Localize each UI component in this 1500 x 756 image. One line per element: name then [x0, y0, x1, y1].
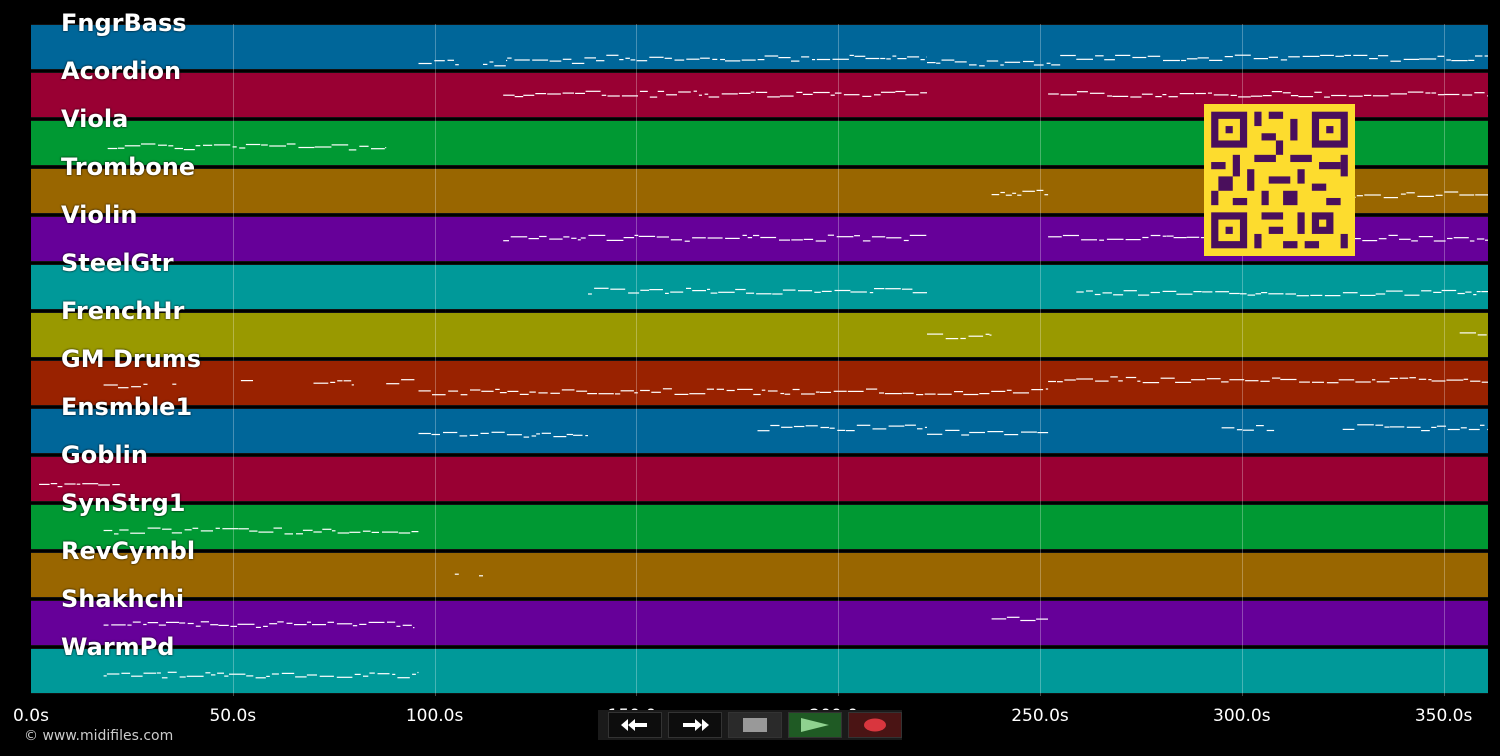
track-label: Goblin [61, 441, 148, 469]
track-lane[interactable] [31, 600, 1488, 646]
track-label: Violin [61, 201, 138, 229]
fast-forward-icon [683, 719, 709, 731]
grid-line [1443, 24, 1445, 696]
grid-line [232, 24, 234, 696]
track-lane[interactable] [31, 504, 1488, 550]
track-label: Acordion [61, 57, 182, 85]
track-label: RevCymbl [61, 537, 196, 565]
rewind-icon [621, 719, 647, 731]
track-label: Trombone [61, 153, 196, 181]
play-icon [801, 718, 829, 732]
rewind-button[interactable] [608, 712, 662, 738]
track-label: Viola [61, 105, 129, 133]
stop-icon [743, 718, 767, 732]
grid-line [838, 24, 840, 696]
track-lane[interactable] [31, 552, 1488, 598]
track-lane[interactable] [31, 312, 1488, 358]
track-lane[interactable] [31, 24, 1488, 70]
time-tick-label: 50.0s [209, 706, 257, 726]
stop-button[interactable] [728, 712, 782, 738]
fast-forward-button[interactable] [668, 712, 722, 738]
track-label: Ensmble1 [61, 393, 193, 421]
grid-line [434, 24, 436, 696]
track-lane[interactable] [31, 456, 1488, 502]
play-button[interactable] [788, 712, 842, 738]
track-label: Shakhchi [61, 585, 185, 613]
track-label: FngrBass [61, 9, 187, 37]
track-label: SteelGtr [61, 249, 174, 277]
time-tick-label: 350.0s [1414, 706, 1473, 726]
qr-code-icon [1204, 104, 1355, 256]
track-label: FrenchHr [61, 297, 185, 325]
track-label: GM Drums [61, 345, 202, 373]
grid-line [636, 24, 638, 696]
time-tick-label: 0.0s [13, 706, 49, 726]
time-tick-label: 100.0s [405, 706, 464, 726]
transport-controls [598, 710, 902, 740]
record-button[interactable] [848, 712, 902, 738]
copyright-credit: © www.midifiles.com [24, 728, 174, 744]
grid-line [1241, 24, 1243, 696]
record-icon [864, 718, 886, 732]
track-label: SynStrg1 [61, 489, 186, 517]
time-tick-label: 250.0s [1011, 706, 1069, 726]
track-label: WarmPd [61, 633, 175, 661]
track-lane[interactable] [31, 360, 1488, 406]
track-lane[interactable] [31, 264, 1488, 310]
track-lane[interactable] [31, 648, 1488, 694]
grid-line [1040, 24, 1041, 696]
track-lane[interactable] [31, 408, 1488, 454]
time-tick-label: 300.0s [1213, 706, 1271, 726]
